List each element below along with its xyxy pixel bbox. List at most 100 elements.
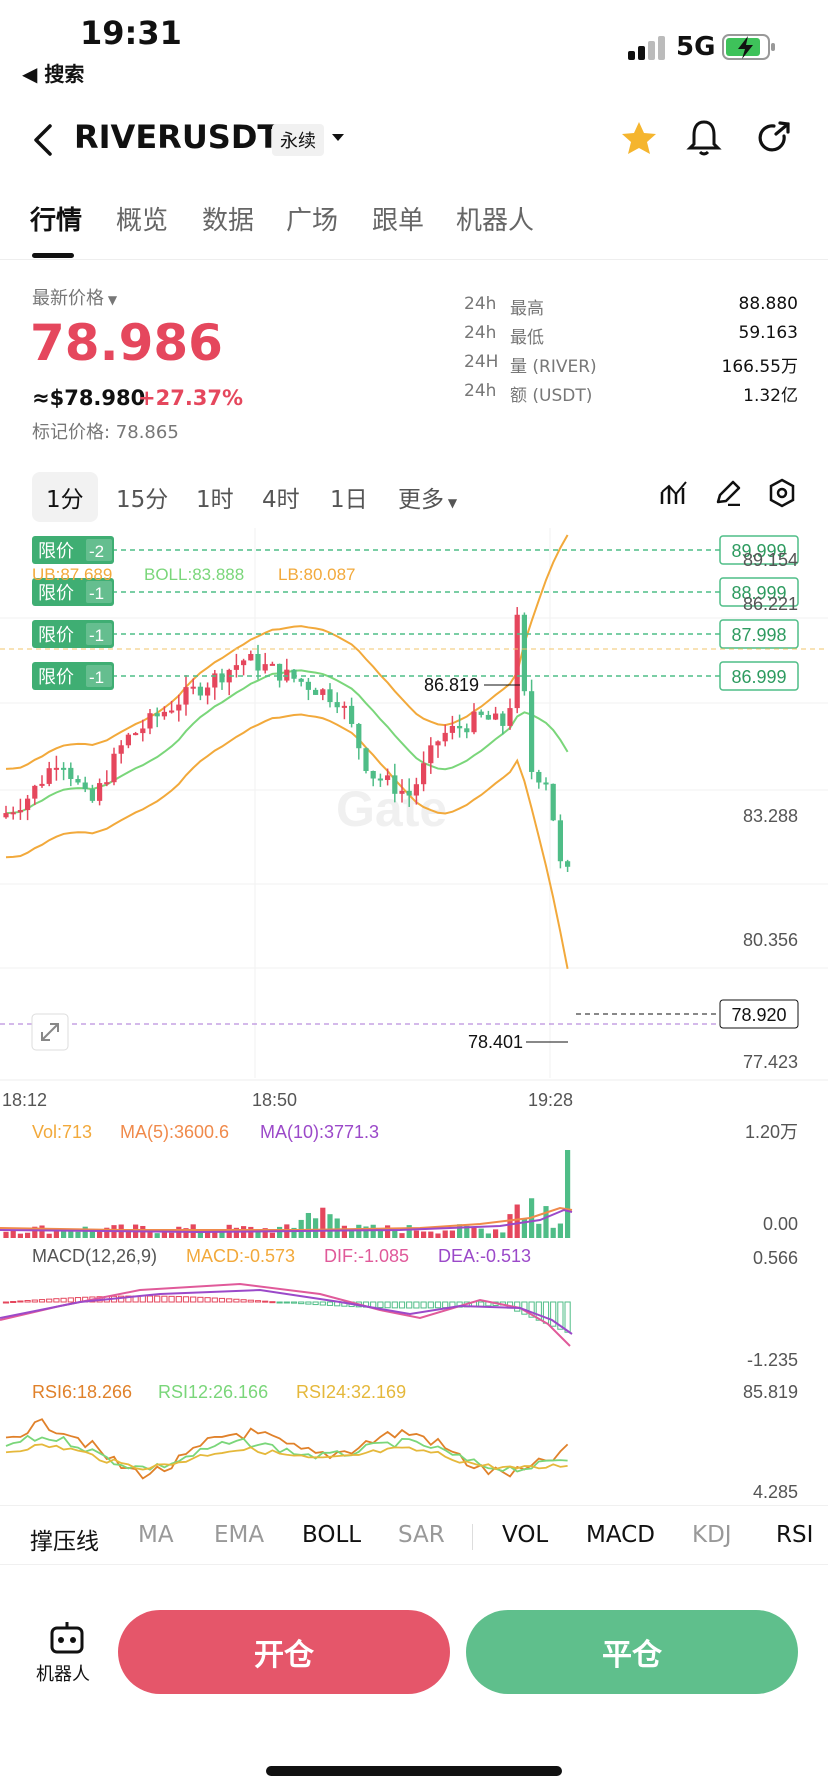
candle-body bbox=[269, 663, 275, 666]
interval-1m[interactable]: 1分 bbox=[32, 472, 98, 522]
indicator-ma[interactable]: MA bbox=[138, 1522, 174, 1548]
indicator-support-resistance[interactable]: 撑压线 bbox=[30, 1529, 99, 1555]
volume-bar bbox=[543, 1206, 549, 1238]
indicator-ema[interactable]: EMA bbox=[214, 1522, 265, 1548]
interval-more[interactable]: 更多 ▼ bbox=[398, 487, 458, 513]
stat-period: 24h bbox=[464, 381, 497, 401]
interval-1d[interactable]: 1日 bbox=[330, 487, 368, 513]
macd-histogram-bar bbox=[434, 1301, 442, 1309]
volume-bar bbox=[377, 1229, 383, 1238]
interval-4h[interactable]: 4时 bbox=[262, 487, 300, 513]
tab-copy-trade[interactable]: 跟单 bbox=[372, 206, 425, 236]
indicator-icon[interactable] bbox=[660, 480, 688, 506]
back-to-search-link[interactable]: ◀ 搜索 bbox=[22, 62, 85, 86]
indicator-kdj[interactable]: KDJ bbox=[692, 1522, 732, 1548]
candle-body bbox=[471, 711, 477, 733]
robot-label[interactable]: 机器人 bbox=[36, 1664, 90, 1685]
limit-order-qty: -2 bbox=[89, 542, 104, 561]
limit-order-qty-bg bbox=[86, 581, 112, 603]
indicator-vol[interactable]: VOL bbox=[502, 1522, 549, 1548]
volume-bar bbox=[161, 1231, 167, 1238]
robot-icon[interactable] bbox=[48, 1620, 86, 1658]
candle-body bbox=[89, 789, 95, 801]
close-position-button[interactable]: 平仓 bbox=[466, 1610, 798, 1694]
macd-histogram-bar bbox=[175, 1296, 182, 1303]
contract-type-badge[interactable]: 永续 bbox=[272, 124, 324, 156]
candle-body bbox=[356, 723, 362, 749]
volume-bar bbox=[399, 1233, 405, 1238]
macd-histogram-bar bbox=[442, 1301, 449, 1309]
candle-body bbox=[190, 686, 196, 689]
volume-bar bbox=[313, 1218, 319, 1238]
indicator-rsi[interactable]: RSI bbox=[776, 1522, 814, 1548]
candle-body bbox=[435, 741, 441, 746]
limit-order-label: 限价 bbox=[38, 583, 74, 603]
candle-body bbox=[565, 861, 571, 867]
volume-bar bbox=[46, 1233, 52, 1238]
interval-1h[interactable]: 1时 bbox=[196, 487, 234, 513]
interval-15m[interactable]: 15分 bbox=[116, 487, 169, 513]
status-bar: 19:31 ◀ 搜索 5G bbox=[0, 0, 828, 100]
volume-bar bbox=[471, 1227, 477, 1238]
limit-order-tag[interactable]: 限价 -1 bbox=[32, 620, 114, 648]
volume-bar bbox=[370, 1224, 376, 1238]
pencil-icon[interactable] bbox=[714, 480, 742, 506]
limit-order-tag[interactable]: 限价 -1 bbox=[32, 578, 114, 606]
limit-order-tag[interactable]: 限价 -1 bbox=[32, 662, 114, 690]
macd-histogram-bar bbox=[298, 1301, 305, 1305]
macd-title: MACD(12,26,9) bbox=[32, 1246, 157, 1266]
tab-market[interactable]: 行情 bbox=[30, 206, 83, 236]
volume-bar bbox=[25, 1232, 31, 1238]
tab-square[interactable]: 广场 bbox=[286, 206, 339, 236]
limit-order-price: 87.998 bbox=[731, 625, 786, 645]
limit-order-qty-bg bbox=[86, 539, 112, 561]
indicator-boll[interactable]: BOLL bbox=[302, 1522, 362, 1548]
volume-bar bbox=[262, 1228, 268, 1238]
candle-body bbox=[313, 689, 319, 695]
stat-period: 24H bbox=[464, 352, 499, 372]
macd-histogram-bar bbox=[550, 1301, 557, 1327]
candle-body bbox=[53, 767, 59, 770]
macd-histogram-bar bbox=[413, 1301, 420, 1309]
active-tab-indicator bbox=[32, 253, 74, 258]
back-icon[interactable] bbox=[30, 122, 56, 158]
last-price-label[interactable]: 最新价格 ▼ bbox=[32, 288, 118, 309]
usd-price: ≈$78.980 bbox=[32, 386, 146, 410]
limit-order-tag[interactable]: 限价 -2 bbox=[32, 536, 114, 564]
candle-body bbox=[349, 705, 355, 724]
indicator-sar[interactable]: SAR bbox=[398, 1522, 445, 1548]
expand-icon[interactable] bbox=[31, 1013, 69, 1051]
volume-bar bbox=[406, 1225, 412, 1238]
macd-histogram-bar bbox=[377, 1301, 384, 1309]
open-position-button[interactable]: 开仓 bbox=[118, 1610, 450, 1694]
indicator-macd[interactable]: MACD bbox=[586, 1522, 655, 1548]
volume-bar bbox=[154, 1233, 160, 1238]
volume-bar bbox=[89, 1229, 95, 1238]
bell-icon[interactable] bbox=[686, 118, 722, 158]
chevron-down-icon[interactable] bbox=[330, 132, 346, 144]
candle-body bbox=[377, 778, 383, 781]
limit-order-label: 限价 bbox=[38, 625, 74, 645]
candle-body bbox=[104, 782, 110, 785]
tab-data[interactable]: 数据 bbox=[202, 206, 255, 236]
volume-bar bbox=[32, 1226, 38, 1238]
symbol-title[interactable]: RIVERUSDT bbox=[74, 118, 280, 156]
volume-bar bbox=[413, 1230, 419, 1238]
battery-charging-icon bbox=[722, 34, 775, 60]
candle-body bbox=[298, 678, 304, 682]
tab-robot[interactable]: 机器人 bbox=[456, 206, 535, 236]
vol-ma5-label: MA(5):3600.6 bbox=[120, 1122, 229, 1142]
macd-histogram-bar bbox=[564, 1301, 571, 1333]
macd-histogram-bar bbox=[197, 1296, 204, 1303]
macd-histogram-bar bbox=[420, 1301, 427, 1309]
bottom-actions: 机器人 开仓 平仓 bbox=[0, 1580, 828, 1792]
stat-row: 24h 额 (USDT) 1.32亿 bbox=[464, 381, 798, 407]
macd-histogram-bar bbox=[125, 1295, 132, 1303]
settings-hex-icon[interactable] bbox=[768, 478, 796, 508]
volume-bar bbox=[255, 1231, 261, 1238]
macd-histogram-bar bbox=[204, 1297, 211, 1303]
tab-overview[interactable]: 概览 bbox=[116, 206, 169, 236]
star-icon[interactable] bbox=[620, 120, 658, 156]
share-icon[interactable] bbox=[756, 120, 792, 156]
